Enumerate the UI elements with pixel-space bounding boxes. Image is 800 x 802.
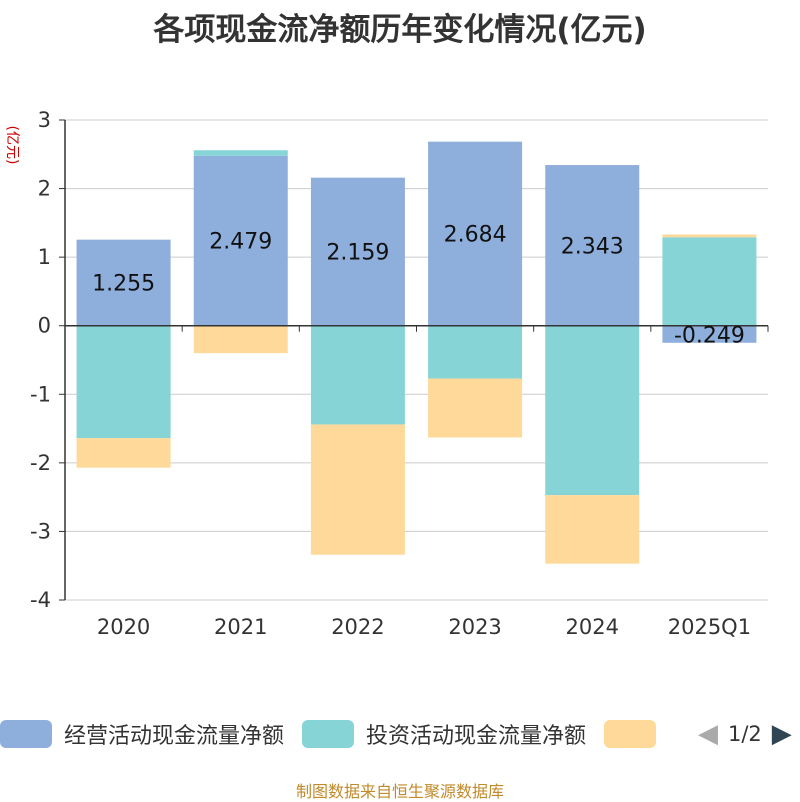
bar-2023-series-0[interactable] [428, 141, 523, 326]
y-tick-label: -3 [30, 519, 51, 543]
x-tick-label: 2021 [214, 615, 267, 639]
bar-2020-series-0[interactable] [76, 239, 171, 326]
bar-2021-series-1[interactable] [193, 150, 288, 156]
legend-pager: ◀ 1/2 ▶ [698, 716, 792, 752]
bar-2020-series-1[interactable] [76, 325, 171, 439]
legend-swatch-investing [302, 720, 355, 748]
triangle-left-icon[interactable]: ◀ [698, 719, 718, 749]
data-label: 1.255 [92, 272, 155, 297]
x-tick-label: 2020 [97, 615, 150, 639]
y-tick-label: -4 [30, 588, 51, 612]
bar-2024-series-0[interactable] [545, 165, 640, 326]
y-axis-label: (亿元) [4, 126, 20, 165]
y-tick-label: 3 [38, 108, 51, 132]
legend-swatch-operating [0, 720, 52, 748]
bar-2023-series-1[interactable] [428, 325, 523, 379]
bar-2024-series-1[interactable] [545, 325, 640, 496]
legend-swatch-financing [604, 720, 657, 748]
y-tick-label: 2 [38, 177, 51, 201]
y-tick-label: 1 [38, 245, 51, 269]
bar-2023-series-2[interactable] [428, 378, 523, 438]
legend-label-investing: 投资活动现金流量净额 [366, 724, 587, 749]
bar-2021-series-0[interactable] [193, 155, 288, 326]
legend-item-operating[interactable]: 经营活动现金流量净额 [0, 718, 284, 750]
legend-item-financing[interactable] [604, 720, 668, 748]
legend: 经营活动现金流量净额 投资活动现金流量净额 [0, 716, 686, 752]
bar-2022-series-0[interactable] [310, 177, 405, 326]
triangle-right-icon[interactable]: ▶ [771, 719, 792, 749]
data-label: 2.684 [444, 223, 507, 248]
bar-2022-series-1[interactable] [310, 325, 405, 425]
chart-title: 各项现金流净额历年变化情况(亿元) [153, 12, 647, 48]
x-tick-label: 2023 [448, 615, 501, 639]
y-tick-label: -2 [30, 451, 51, 475]
bar-2020-series-2[interactable] [76, 438, 171, 468]
source-footer: 制图数据来自恒生聚源数据库 [295, 782, 504, 801]
bar-2022-series-2[interactable] [310, 424, 405, 555]
data-label: 2.159 [326, 241, 389, 266]
data-label: 2.343 [561, 234, 624, 259]
y-tick-label: 0 [38, 314, 51, 338]
bar-2021-series-2[interactable] [193, 325, 288, 354]
chart-plot: -4 -3 -2 -1 0 1 2 3 (亿元) 2020 2021 2022 2023 2024 2025… [4, 108, 769, 639]
bar-2024-series-2[interactable] [545, 495, 640, 564]
x-tick-label: 2022 [331, 615, 384, 639]
legend-label-operating: 经营活动现金流量净额 [64, 724, 285, 749]
data-label: -0.249 [674, 323, 745, 348]
x-tick-label: 2024 [566, 615, 619, 639]
bar-2025Q1-series-1[interactable] [662, 237, 757, 326]
bar-2025Q1-series-0[interactable] [662, 325, 757, 343]
x-tick-label: 2025Q1 [668, 615, 751, 639]
bar-2025Q1-series-2[interactable] [662, 234, 757, 238]
data-label: 2.479 [209, 230, 272, 255]
legend-item-investing[interactable]: 投资活动现金流量净额 [302, 718, 586, 750]
legend-page-indicator: 1/2 [728, 722, 762, 746]
y-tick-label: -1 [30, 382, 51, 406]
